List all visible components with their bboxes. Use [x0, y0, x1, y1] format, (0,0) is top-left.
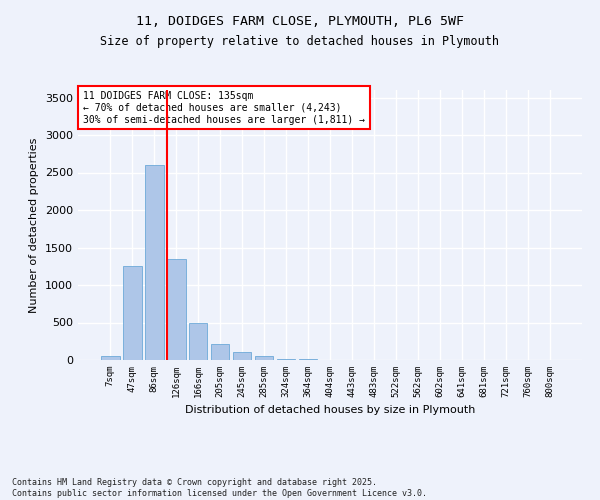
Text: 11, DOIDGES FARM CLOSE, PLYMOUTH, PL6 5WF: 11, DOIDGES FARM CLOSE, PLYMOUTH, PL6 5W…	[136, 15, 464, 28]
Text: Size of property relative to detached houses in Plymouth: Size of property relative to detached ho…	[101, 35, 499, 48]
Bar	[211, 344, 229, 360]
Bar	[189, 322, 208, 360]
Bar	[101, 356, 119, 360]
Y-axis label: Number of detached properties: Number of detached properties	[29, 138, 40, 312]
Bar	[233, 352, 251, 360]
Bar	[167, 259, 185, 360]
Text: 11 DOIDGES FARM CLOSE: 135sqm
← 70% of detached houses are smaller (4,243)
30% o: 11 DOIDGES FARM CLOSE: 135sqm ← 70% of d…	[83, 92, 365, 124]
Bar	[123, 266, 142, 360]
X-axis label: Distribution of detached houses by size in Plymouth: Distribution of detached houses by size …	[185, 406, 475, 415]
Text: Contains HM Land Registry data © Crown copyright and database right 2025.
Contai: Contains HM Land Registry data © Crown c…	[12, 478, 427, 498]
Bar	[277, 358, 295, 360]
Bar	[255, 356, 274, 360]
Bar	[145, 165, 164, 360]
